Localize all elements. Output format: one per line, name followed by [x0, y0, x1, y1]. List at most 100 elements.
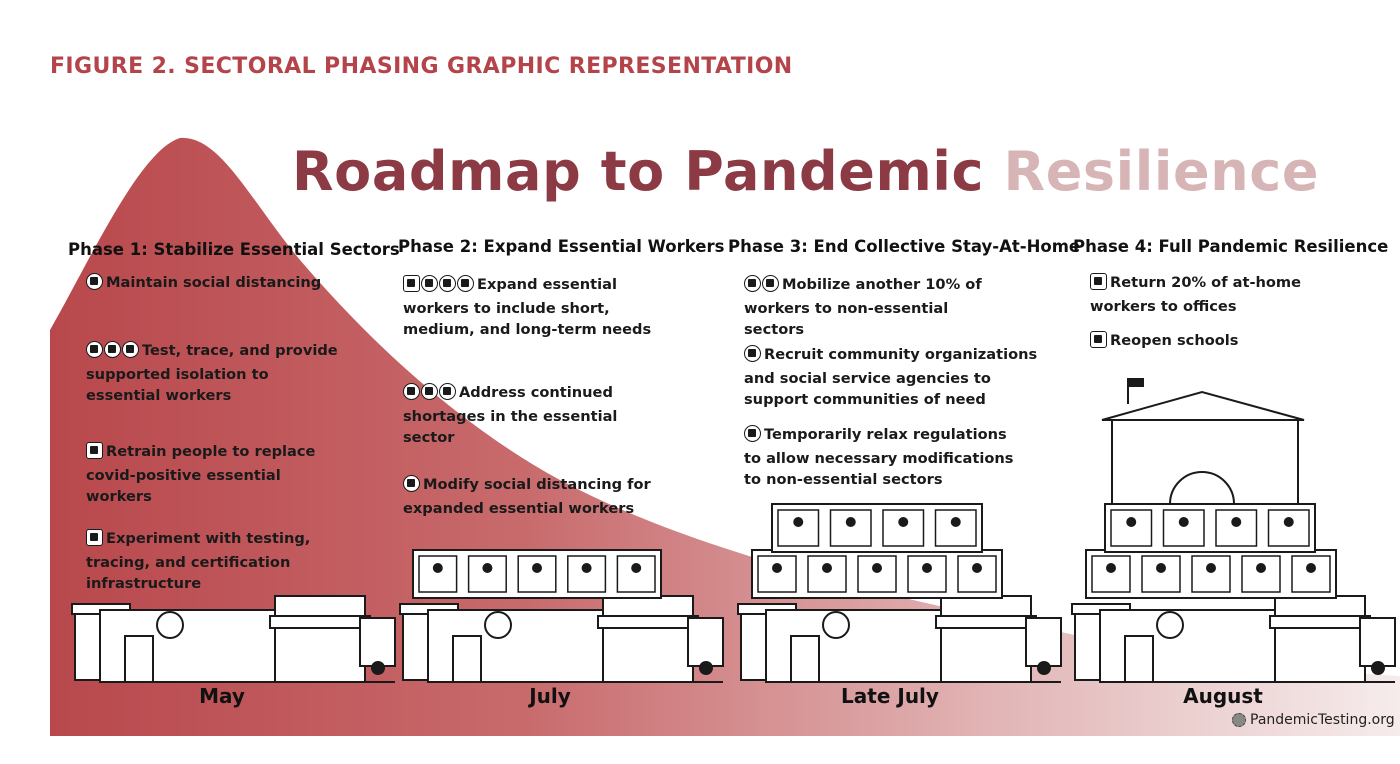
money-icon: [744, 425, 761, 442]
door: [452, 635, 482, 683]
worker-figure: [1106, 563, 1116, 573]
window: [1191, 555, 1231, 593]
window: [1091, 555, 1131, 593]
flag-icon: [1128, 378, 1144, 387]
item-text: Address continued shortages in the essen…: [403, 384, 618, 446]
school-roof: [1101, 390, 1305, 421]
shop: [274, 595, 366, 683]
shop-awning: [1269, 615, 1371, 629]
window: [616, 555, 656, 593]
item-text: Temporarily relax regulations to allow n…: [744, 426, 1014, 488]
item-text: Recruit community organizations and soci…: [744, 346, 1038, 408]
worker-figure: [631, 563, 642, 573]
window: [1241, 555, 1281, 593]
worker-figure: [1178, 517, 1189, 527]
lab-icon: [403, 275, 420, 292]
phase-2-item: Address continued shortages in the essen…: [403, 382, 663, 448]
box-icon: [439, 383, 456, 400]
school-building: [1111, 419, 1299, 505]
window: [1110, 509, 1153, 547]
phase-1-item: Experiment with testing, tracing, and ce…: [86, 528, 371, 594]
truck-wheel: [1371, 661, 1385, 675]
community-icon: [744, 345, 761, 362]
worker-figure: [898, 517, 909, 527]
virus-logo-icon: [1232, 713, 1246, 727]
truck-cab: [359, 617, 396, 667]
door: [790, 635, 820, 683]
worker-figure: [793, 517, 804, 527]
item-text: Maintain social distancing: [106, 274, 322, 291]
item-text: Return 20% of at-home workers to offices: [1090, 274, 1302, 315]
worker-figure: [1256, 563, 1266, 573]
phase-2-item: Expand essential workers to include shor…: [403, 274, 673, 340]
worker-figure: [1126, 517, 1137, 527]
item-text: Mobilize another 10% of workers to non-e…: [744, 276, 982, 338]
phase-2-month: July: [529, 684, 571, 708]
health-icon: [104, 341, 121, 358]
item-text: Modify social distancing for expanded es…: [403, 476, 651, 517]
shop: [1274, 595, 1366, 683]
sign-circle: [1156, 611, 1184, 639]
book-icon: [1090, 331, 1107, 348]
worker-figure: [432, 563, 443, 573]
window: [567, 555, 607, 593]
people-icon: [421, 275, 438, 292]
footer-logo: PandemicTesting.org: [1232, 712, 1395, 728]
worker-figure: [1283, 517, 1294, 527]
phase-1-month: May: [199, 684, 245, 708]
footer-text: PandemicTesting.org: [1250, 712, 1395, 728]
phase-4-title: Phase 4: Full Pandemic Resilience: [1073, 237, 1389, 256]
worker-figure: [1231, 517, 1242, 527]
window: [857, 555, 897, 593]
phase-3-item: Mobilize another 10% of workers to non-e…: [744, 274, 1004, 340]
window: [777, 509, 820, 547]
item-text: Experiment with testing, tracing, and ce…: [86, 530, 311, 592]
sign-circle: [822, 611, 850, 639]
window: [1215, 509, 1258, 547]
door: [124, 635, 154, 683]
shop: [940, 595, 1032, 683]
window: [829, 509, 872, 547]
worker-figure: [1156, 563, 1166, 573]
truck-cab: [687, 617, 724, 667]
truck-cab: [1359, 617, 1396, 667]
phase-4-month: August: [1183, 684, 1263, 708]
truck-wheel: [1037, 661, 1051, 675]
phase-4-item: Return 20% of at-home workers to offices: [1090, 272, 1330, 317]
worker-figure: [950, 517, 961, 527]
phase-2-title: Phase 2: Expand Essential Workers: [398, 237, 725, 256]
shop-awning: [597, 615, 699, 629]
factory-icon: [86, 341, 103, 358]
window: [418, 555, 458, 593]
window: [957, 555, 997, 593]
phase-1-item: Maintain social distancing: [86, 272, 386, 296]
worker-figure: [581, 563, 592, 573]
main-title-part1: Roadmap to Pandemic: [292, 140, 1004, 203]
sign-circle: [156, 611, 184, 639]
item-text: Reopen schools: [1110, 332, 1239, 349]
worker-figure: [872, 563, 882, 573]
utensils-icon: [762, 275, 779, 292]
phase-3-month: Late July: [841, 684, 939, 708]
phase-3-item: Recruit community organizations and soci…: [744, 344, 1044, 410]
phase-3-title: Phase 3: End Collective Stay-At-Home: [728, 237, 1081, 256]
worker-figure: [1306, 563, 1316, 573]
lab-icon: [86, 529, 103, 546]
worker-figure: [532, 563, 542, 573]
item-text: Retrain people to replace covid-positive…: [86, 443, 316, 505]
phase-1-item: Test, trace, and provide supported isola…: [86, 340, 346, 406]
main-title: Roadmap to Pandemic Resilience: [292, 140, 1319, 203]
phase-1-item: Retrain people to replace covid-positive…: [86, 441, 346, 507]
health-icon: [421, 383, 438, 400]
phase-1-title: Phase 1: Stabilize Essential Sectors: [68, 240, 400, 259]
worker-figure: [772, 563, 782, 573]
main-title-part2: Resilience: [1003, 140, 1320, 203]
shop-awning: [935, 615, 1037, 629]
tools-icon: [744, 275, 761, 292]
window: [882, 509, 925, 547]
worker-figure: [482, 563, 493, 573]
figure-title: FIGURE 2. SECTORAL PHASING GRAPHIC REPRE…: [50, 54, 793, 79]
